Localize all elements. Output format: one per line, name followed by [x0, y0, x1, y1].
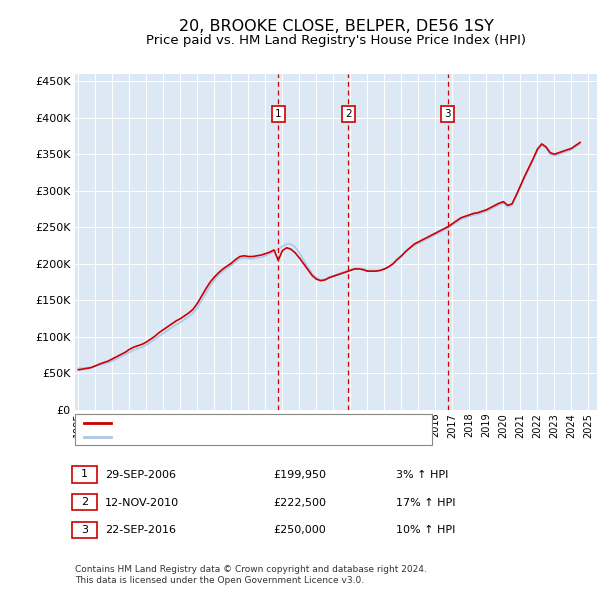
Text: Price paid vs. HM Land Registry's House Price Index (HPI): Price paid vs. HM Land Registry's House … [146, 34, 526, 47]
Text: 2: 2 [81, 497, 88, 507]
Text: £199,950: £199,950 [273, 470, 326, 480]
Text: 20, BROOKE CLOSE, BELPER, DE56 1SY: 20, BROOKE CLOSE, BELPER, DE56 1SY [179, 19, 493, 34]
Text: 1: 1 [275, 109, 281, 119]
Text: HPI: Average price, detached house, Amber Valley: HPI: Average price, detached house, Ambe… [116, 432, 378, 442]
Text: £250,000: £250,000 [273, 526, 326, 535]
Text: £222,500: £222,500 [273, 498, 326, 507]
Text: 3% ↑ HPI: 3% ↑ HPI [396, 470, 448, 480]
Text: 2: 2 [345, 109, 352, 119]
Text: 1: 1 [81, 470, 88, 479]
Text: 12-NOV-2010: 12-NOV-2010 [105, 498, 179, 507]
Text: 3: 3 [445, 109, 451, 119]
Text: 20, BROOKE CLOSE, BELPER,  DE56 1SY (detached house): 20, BROOKE CLOSE, BELPER, DE56 1SY (deta… [116, 418, 418, 428]
Text: 10% ↑ HPI: 10% ↑ HPI [396, 526, 455, 535]
Text: 22-SEP-2016: 22-SEP-2016 [105, 526, 176, 535]
Text: 29-SEP-2006: 29-SEP-2006 [105, 470, 176, 480]
Text: 3: 3 [81, 525, 88, 535]
Text: 17% ↑ HPI: 17% ↑ HPI [396, 498, 455, 507]
Text: Contains HM Land Registry data © Crown copyright and database right 2024.
This d: Contains HM Land Registry data © Crown c… [75, 565, 427, 585]
